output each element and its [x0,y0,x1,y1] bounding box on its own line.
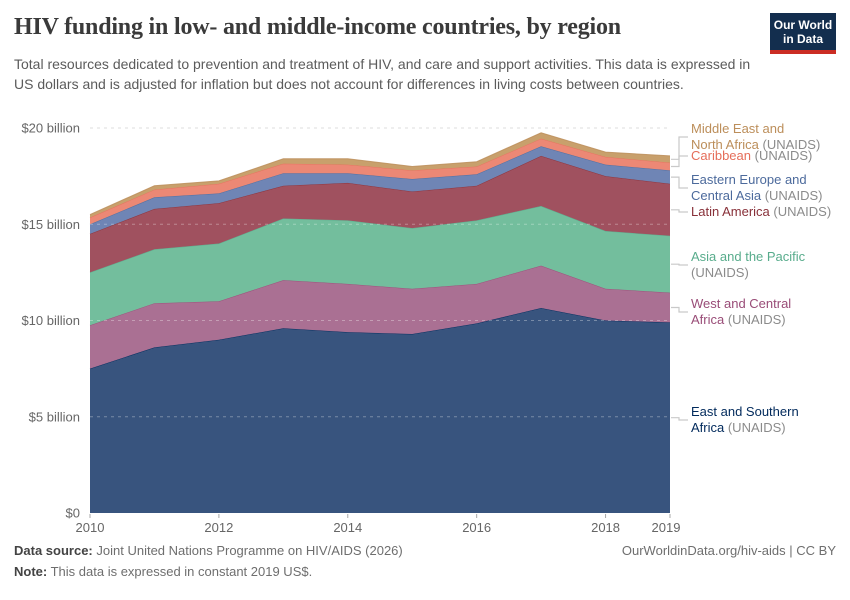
legend-source-suffix: (UNAIDS) [691,265,749,280]
area-boundary-middle-east-north-africa [89,132,671,216]
x-tick-label: 2016 [462,520,491,535]
y-tick-label: $5 billion [29,409,80,424]
owid-logo-line1: Our World [773,18,833,32]
legend-connector-asia-pacific [671,263,688,266]
footer-note: Note: This data is expressed in constant… [14,564,312,579]
legend-source-suffix: (UNAIDS) [761,188,823,203]
y-tick-label: $15 billion [21,217,80,232]
x-tick-label: 2012 [204,520,233,535]
x-tick-label: 2014 [333,520,362,535]
footer-data-source: Data source: Joint United Nations Progra… [14,543,403,558]
area-boundary-eastern-europe-central-asia [89,145,671,225]
legend-connector-caribbean [671,155,688,168]
x-tick-label: 2018 [591,520,620,535]
legend-source-suffix: (UNAIDS) [769,204,832,219]
legend-source-suffix: (UNAIDS) [751,148,813,163]
legend-item-west-central-africa[interactable]: West and Central Africa (UNAIDS) [691,296,843,328]
note-label: Note: [14,564,48,579]
x-tick-label: 2010 [76,520,105,535]
legend-label: Central Asia [691,188,762,203]
x-tick-label: 2019 [652,520,681,535]
note-value: This data is expressed in constant 2019 … [50,564,313,579]
legend-label: Asia and the Pacific [691,249,806,264]
legend-connector-latin-america [671,209,688,213]
legend-label: East and Southern [691,404,799,419]
y-tick-label: $0 [66,506,80,521]
legend-label: Latin America [691,204,770,219]
owid-logo[interactable]: Our World in Data [770,13,836,54]
owid-credit-link[interactable]: OurWorldinData.org/hiv-aids | CC BY [621,543,836,558]
y-tick-label: $10 billion [21,313,80,328]
area-west-central-africa[interactable] [90,265,670,369]
legend-connector-eastern-europe-central-asia [671,176,688,189]
area-east-southern-africa[interactable] [90,308,670,513]
owid-logo-line2: in Data [782,32,823,46]
legend-item-eastern-europe-central-asia[interactable]: Eastern Europe and Central Asia (UNAIDS) [691,172,843,204]
y-tick-label: $20 billion [21,121,80,136]
legend-connector-east-southern-africa [671,417,688,421]
legend-label: Caribbean [691,148,751,163]
legend-connector-west-central-africa [671,306,688,313]
legend-connector-middle-east-north-africa [671,136,688,160]
legend-label: Africa [691,420,725,435]
data-source-label: Data source: [14,543,93,558]
page-title: HIV funding in low- and middle-income co… [14,14,621,40]
legend-item-east-southern-africa[interactable]: East and Southern Africa (UNAIDS) [691,404,843,436]
legend-label: North Africa [691,137,759,152]
chart-subtitle: Total resources dedicated to prevention … [14,56,751,93]
area-latin-america[interactable] [90,155,670,273]
data-source-value: Joint United Nations Programme on HIV/AI… [96,543,403,558]
legend-item-latin-america[interactable]: Latin America (UNAIDS) [691,204,843,220]
legend-label: West and Central [691,296,792,311]
legend-source-suffix: (UNAIDS) [724,312,786,327]
legend-item-middle-east-north-africa[interactable]: Middle East and North Africa (UNAIDS) [691,121,843,153]
area-asia-pacific[interactable] [90,206,670,326]
legend-item-asia-pacific[interactable]: Asia and the Pacific (UNAIDS) [691,249,843,281]
legend-item-caribbean[interactable]: Caribbean (UNAIDS) [691,148,843,164]
legend-label: Eastern Europe and [691,172,807,187]
legend-source-suffix: (UNAIDS) [724,420,786,435]
legend-label: Africa [691,312,725,327]
legend-source-suffix: (UNAIDS) [758,137,821,152]
legend-label: Middle East and [691,121,785,136]
